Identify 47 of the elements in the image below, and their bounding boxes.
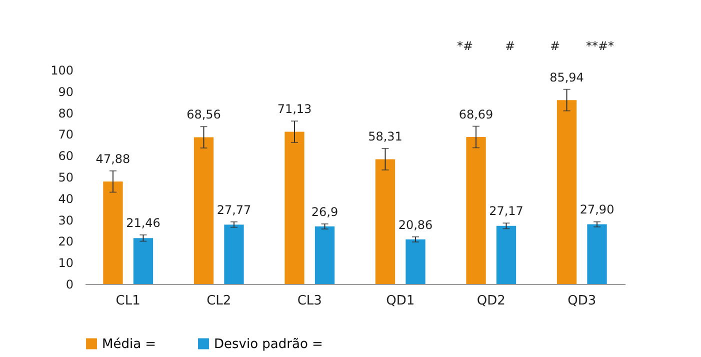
- text: **#*: [586, 39, 614, 53]
- data-label: 26,9: [311, 204, 338, 219]
- data-label: 27,17: [489, 204, 524, 218]
- data-label: 20,86: [398, 218, 433, 232]
- bar: [375, 159, 396, 284]
- x-tick-label: CL1: [116, 294, 140, 308]
- y-tick-label: 60: [58, 149, 74, 164]
- text: *#: [456, 39, 474, 53]
- bar: [496, 226, 516, 284]
- data-label: 85,94: [550, 70, 584, 84]
- bar: [103, 182, 123, 284]
- bar: [314, 226, 335, 284]
- x-tick-label: QD2: [476, 294, 506, 308]
- x-tick-label: QD1: [386, 294, 415, 308]
- data-label: 27,90: [580, 202, 614, 217]
- bar: [466, 137, 486, 284]
- y-tick-label: 90: [58, 84, 74, 99]
- data-label: 58,31: [368, 130, 402, 144]
- y-tick-label: 30: [58, 213, 74, 228]
- bar: [587, 224, 607, 284]
- bar: [224, 224, 244, 284]
- x-tick-label: QD3: [568, 294, 596, 308]
- y-tick-label: 0: [66, 278, 74, 292]
- bar: [556, 100, 577, 284]
- data-label: 68,56: [186, 108, 221, 122]
- y-tick-label: 50: [58, 170, 74, 184]
- data-label: 68,69: [458, 107, 494, 122]
- x-tick-label: CL2: [206, 294, 232, 308]
- legend-label: Média =: [102, 336, 156, 352]
- y-tick-label: 40: [58, 192, 74, 206]
- bar: [284, 132, 304, 284]
- y-tick-label: 10: [58, 256, 74, 270]
- bar: [133, 238, 154, 284]
- data-label: 71,13: [277, 102, 312, 116]
- bar: [406, 239, 426, 284]
- text: #: [550, 39, 560, 53]
- y-tick-label: 70: [58, 128, 74, 142]
- y-tick-label: 20: [58, 234, 74, 249]
- data-label: 47,88: [96, 152, 130, 166]
- data-label: 27,77: [216, 202, 252, 217]
- y-tick-label: 100: [50, 64, 74, 78]
- y-tick-label: 80: [58, 106, 74, 120]
- data-label: 21,46: [126, 216, 160, 230]
- bar: [194, 137, 214, 284]
- text: #: [504, 39, 516, 53]
- legend-label: Desvio padrão =: [214, 336, 323, 352]
- x-tick-label: CL3: [297, 294, 322, 308]
